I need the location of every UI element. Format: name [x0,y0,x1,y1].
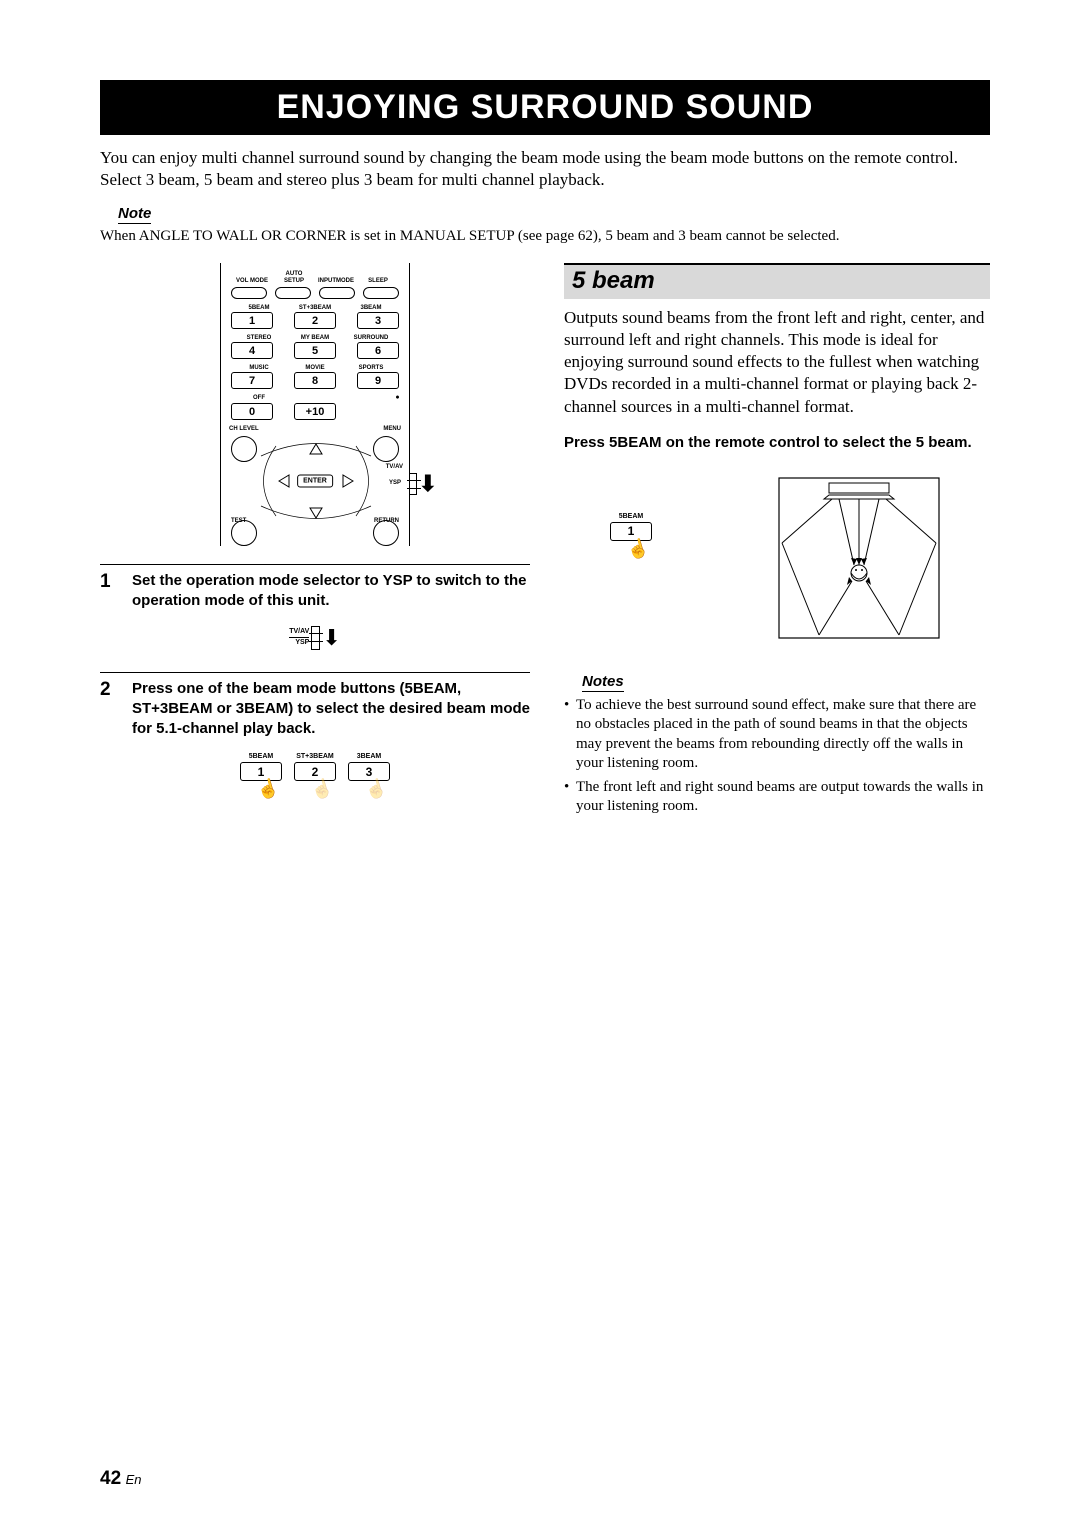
hand-icon: ☝ [363,777,390,803]
notes-list: To achieve the best surround sound effec… [564,696,990,817]
grid-label: 5BEAM [231,305,287,311]
beam-btn-label: 3BEAM [348,753,390,760]
grid-label [287,395,343,402]
remote-label-inputmode: INPUTMODE [315,278,357,285]
instruction-text: Press 5BEAM on the remote control to sel… [564,432,990,453]
ch-level-label: CH LEVEL [229,426,259,432]
remote-diagram: VOL MODE AUTO SETUP INPUTMODE SLEEP 5BEA… [220,263,410,546]
page-lang: En [126,1472,142,1487]
remote-btn-oval [363,287,399,299]
menu-label: MENU [383,426,401,432]
grid-label: ST+3BEAM [287,305,343,311]
beam-btn-label: 5BEAM [240,753,282,760]
two-column-layout: VOL MODE AUTO SETUP INPUTMODE SLEEP 5BEA… [100,263,990,820]
grid-label: MY BEAM [287,335,343,341]
right-column: 5 beam Outputs sound beams from the fron… [564,263,990,820]
remote-key-0: 0 [231,403,273,420]
remote-key-3: 3 [357,312,399,329]
hand-icon: ☝ [255,777,282,803]
remote-key-9: 9 [357,372,399,389]
beam-btn-1: 1 ☝ [240,762,282,781]
tvav-label: TV/AV [386,464,403,470]
down-arrow-icon: ⬇ [322,627,340,649]
hand-icon: ☝ [309,777,336,803]
test-btn [231,520,257,546]
step-text: Press one of the beam mode buttons (5BEA… [132,679,530,740]
step-2: 2 Press one of the beam mode buttons (5B… [100,672,530,782]
remote-key-7: 7 [231,372,273,389]
grid-label: MOVIE [287,365,343,371]
mini-switch-figure: TV/AV YSP ⬇ [100,626,530,650]
switch-label-ysp: YSP [289,639,309,647]
beam-btn-label: ST+3BEAM [294,753,336,760]
remote-key-4: 4 [231,342,273,359]
remote-key-blank [357,403,399,420]
remote-label-autosetup: AUTO SETUP [273,271,315,285]
note-item: The front left and right sound beams are… [564,778,990,817]
note-text: When ANGLE TO WALL OR CORNER is set in M… [100,228,990,245]
step-text: Set the operation mode selector to YSP t… [132,571,530,612]
remote-key-8: 8 [294,372,336,389]
beam-btn-5beam: 1 ☝ [610,522,652,541]
switch-label-tvav: TV/AV [289,628,309,638]
remote-key-5: 5 [294,342,336,359]
beam-btn-label: 5BEAM [610,513,652,520]
remote-label-sleep: SLEEP [357,278,399,285]
remote-key-1: 1 [231,312,273,329]
notes-label: Notes [582,673,624,692]
beam-btn-3: 3 ☝ [348,762,390,781]
step-1: 1 Set the operation mode selector to YSP… [100,564,530,650]
beam-buttons-figure: 5BEAM 1 ☝ ST+3BEAM 2 ☝ 3BEAM [100,753,530,781]
beam-btn-num: 1 [628,524,635,538]
ch-level-btn [231,436,257,462]
beam-room-diagram [774,473,944,643]
section-body: Outputs sound beams from the front left … [564,307,990,417]
menu-btn [373,436,399,462]
page-number: 42 En [100,1468,142,1490]
grid-label: MUSIC [231,365,287,371]
left-column: VOL MODE AUTO SETUP INPUTMODE SLEEP 5BEA… [100,263,530,820]
grid-label: STEREO [231,335,287,341]
grid-label: SPORTS [343,365,399,371]
note-item: To achieve the best surround sound effec… [564,696,990,774]
remote-key-plus10: +10 [294,403,336,420]
grid-label: OFF [231,395,287,402]
ysp-label: YSP [389,480,401,486]
section-header-text: 5 beam [572,267,655,294]
switch-indicator-icon: ⬇ [409,473,437,495]
page-title-banner: ENJOYING SURROUND SOUND [100,80,990,135]
grid-label: ⏺ [343,395,399,402]
enter-btn: ENTER [297,475,333,488]
beam-btn-num: 2 [312,765,319,779]
remote-btn-oval [319,287,355,299]
left-arrow-icon [279,475,289,487]
remote-key-6: 6 [357,342,399,359]
intro-paragraph: You can enjoy multi channel surround sou… [100,147,990,191]
hand-icon: ☝ [625,536,652,562]
down-arrow-icon: ⬇ [419,473,437,495]
page-number-value: 42 [100,1468,121,1489]
return-btn [373,520,399,546]
remote-btn-oval [275,287,311,299]
grid-label: 3BEAM [343,305,399,311]
remote-label-volmode: VOL MODE [231,278,273,285]
note-label: Note [118,205,151,224]
remote-btn-oval [231,287,267,299]
beam-btn-2: 2 ☝ [294,762,336,781]
step-number: 1 [100,571,118,612]
down-arrow-icon [310,508,322,518]
beam-btn-num: 3 [366,765,373,779]
section-header: 5 beam [564,263,990,299]
up-arrow-icon [310,444,322,454]
grid-label: SURROUND [343,335,399,341]
remote-key-2: 2 [294,312,336,329]
right-arrow-icon [343,475,353,487]
beam-btn-num: 1 [258,765,265,779]
step-number: 2 [100,679,118,740]
right-figures: 5BEAM 1 ☝ [564,473,990,643]
